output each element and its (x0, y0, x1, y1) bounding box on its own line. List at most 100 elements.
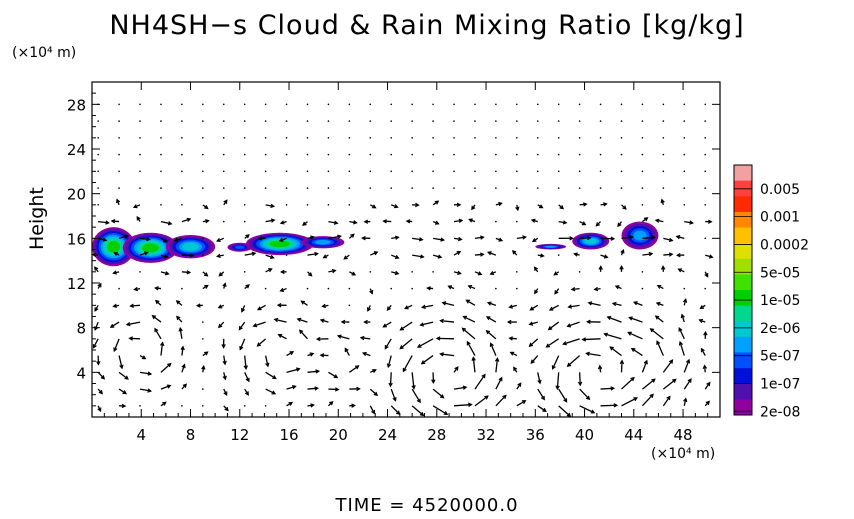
vector-dot (536, 170, 539, 173)
vector-arrowhead (466, 340, 471, 346)
vector-dot (97, 170, 99, 173)
vector-dot (327, 187, 330, 189)
vector-arrowhead (129, 303, 134, 309)
y-tick-label: 8 (76, 320, 86, 338)
vector-arrow (253, 321, 266, 327)
x-tick-label: 20 (329, 426, 348, 444)
vector-arrowhead (654, 218, 660, 223)
vector-arrowhead (270, 218, 276, 223)
vector-dot (474, 137, 476, 139)
vector-arrowhead (630, 376, 635, 382)
vector-arrowhead (340, 319, 346, 325)
vector-dot (202, 187, 204, 189)
vector-arrowhead (648, 251, 654, 257)
vector-arrow (139, 237, 150, 241)
vector-dot (369, 187, 372, 189)
vector-dot (285, 170, 288, 173)
vector-arrowhead (98, 389, 103, 395)
vector-arrowhead (703, 330, 708, 336)
vector-arrowhead (700, 347, 705, 353)
vector-arrowhead (162, 401, 167, 406)
vector-arrowhead (683, 397, 688, 403)
vector-arrowhead (434, 200, 440, 205)
vector-arrow (369, 388, 378, 396)
vector-dot (160, 204, 162, 206)
cloud-level (142, 243, 159, 253)
vector-arrowhead (597, 364, 603, 370)
vector-arrowhead (586, 319, 591, 325)
vector-dot (264, 103, 267, 106)
vector-arrow (588, 302, 601, 306)
vector-arrowhead (606, 315, 612, 321)
vector-arrowhead (272, 375, 277, 380)
vector-arrowhead (643, 217, 649, 222)
vector-dot (704, 204, 707, 206)
vector-arrowhead (548, 306, 554, 311)
vector-arrow (328, 220, 338, 224)
vector-arrowhead (567, 304, 573, 309)
vector-dot (536, 120, 539, 122)
vector-dot (390, 153, 393, 156)
vector-dot (202, 405, 204, 407)
vector-dot (411, 170, 413, 173)
vector-arrow (432, 388, 444, 399)
vector-arrowhead (603, 254, 609, 259)
vector-arrowhead (243, 365, 248, 370)
vector-dot (390, 287, 393, 290)
vector-arrowhead (273, 317, 279, 323)
vector-dot (495, 153, 497, 156)
vector-dot (202, 153, 204, 156)
vector-arrowhead (675, 234, 681, 240)
vector-arrow (110, 321, 120, 328)
x-tick-label: 32 (476, 426, 495, 444)
vector-dot (118, 120, 120, 122)
vector-arrow (487, 251, 497, 256)
vector-arrowhead (167, 221, 173, 226)
vector-arrowhead (569, 236, 574, 241)
vector-dot (599, 187, 602, 189)
vector-arrowhead (540, 253, 545, 258)
vector-dot (243, 187, 246, 189)
vector-arrow (472, 357, 476, 373)
vector-arrowhead (271, 390, 277, 395)
vector-arrow (257, 338, 267, 347)
vector-dot (348, 120, 351, 122)
vector-arrow (139, 251, 148, 256)
vector-arrowhead (668, 237, 674, 243)
vector-arrowhead (471, 205, 476, 211)
vector-arrowhead (628, 316, 633, 321)
vector-arrow (264, 355, 269, 367)
vector-dot (139, 405, 141, 407)
vector-dot (160, 103, 162, 106)
vector-dot (599, 137, 602, 139)
vector-arrowhead (97, 282, 102, 288)
vector-arrowhead (109, 323, 115, 328)
vector-arrow (628, 331, 643, 340)
vector-arrowhead (386, 363, 392, 369)
vector-dot (369, 120, 372, 122)
vector-dot (264, 170, 267, 173)
vector-dot (662, 103, 665, 106)
vector-arrowhead (706, 381, 711, 387)
vector-arrow (612, 302, 622, 306)
vector-arrowhead (457, 270, 462, 275)
vector-dot (599, 153, 602, 156)
vector-arrow (546, 338, 560, 348)
vector-dot (516, 271, 518, 273)
vector-dot (202, 103, 204, 106)
vector-arrow (495, 358, 499, 373)
vector-arrow (567, 321, 580, 327)
vector-dot (516, 187, 518, 189)
vector-dot (620, 187, 623, 189)
cloud-level (315, 240, 331, 245)
vector-arrowhead (350, 233, 355, 238)
vector-dot (453, 103, 455, 106)
time-label: TIME = 4520000.0 (335, 495, 519, 516)
vector-arrow (297, 318, 308, 323)
vector-arrowhead (457, 236, 463, 242)
vector-arrowhead (479, 252, 485, 257)
vector-dot (516, 220, 518, 223)
vector-arrow (579, 237, 591, 239)
vector-arrow (360, 337, 371, 340)
vector-arrowhead (603, 202, 608, 207)
